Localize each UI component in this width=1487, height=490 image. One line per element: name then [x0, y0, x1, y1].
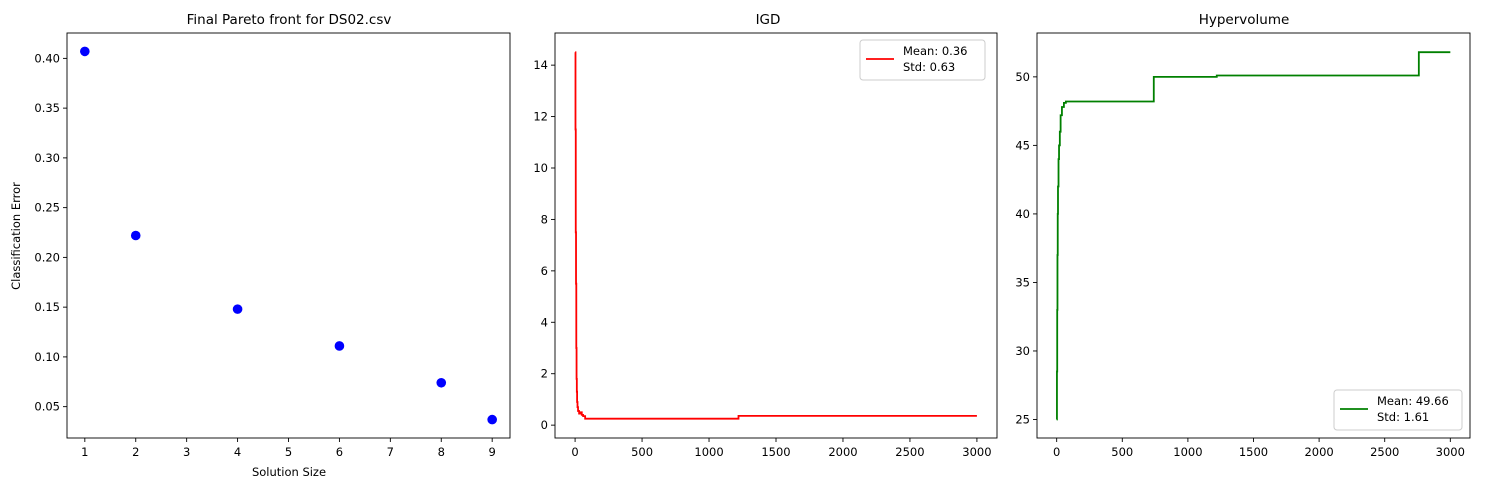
pareto-front-xtick-label: 2: [132, 445, 139, 459]
pareto-front-ytick-label: 0.35: [34, 101, 60, 115]
pareto-front-ytick-label: 0.05: [34, 400, 60, 414]
hypervolume-xtick-label: 2000: [1304, 445, 1333, 459]
igd-ytick-label: 12: [533, 110, 548, 124]
hypervolume-xtick-label: 500: [1111, 445, 1133, 459]
igd-axes-frame: [554, 32, 998, 439]
pareto-front-xlabel: Solution Size: [252, 465, 326, 479]
pareto-front-ytick-label: 0.10: [34, 350, 60, 364]
pareto-front-xtick-label: 3: [183, 445, 190, 459]
pareto-front-xtick-label: 6: [336, 445, 343, 459]
pareto-front-point: [436, 377, 447, 388]
igd-legend: Mean: 0.36 Std: 0.63: [859, 39, 986, 81]
pareto-front-point: [232, 304, 243, 314]
pareto-front-xtick-label: 5: [285, 445, 292, 459]
hypervolume-xtick-label: 3000: [1436, 445, 1465, 459]
igd-xtick-label: 500: [631, 445, 653, 459]
igd-legend-std: Std: 0.63: [903, 60, 955, 74]
hypervolume-legend: Mean: 49.66 Std: 1.61: [1333, 389, 1463, 431]
hypervolume-ticks: 0 500 1000 1500 2000 2500 3000 25 30 35 40 45 50: [1015, 70, 1465, 459]
igd-line: [574, 51, 977, 420]
igd-ytick-label: 14: [533, 58, 548, 72]
pareto-front-points: [80, 46, 497, 425]
pareto-front-point: [130, 230, 141, 241]
igd-ticks: 0 500 1000 1500 2000 2500 3000 0 2 4 6 8 10 12 14: [533, 58, 991, 459]
igd-xtick-label: 2500: [895, 445, 924, 459]
hypervolume-legend-mean: Mean: 49.66: [1377, 394, 1449, 408]
igd-ytick-label: 6: [541, 264, 548, 278]
hypervolume-xtick-label: 2500: [1370, 445, 1399, 459]
pareto-front-ytick-label: 0.15: [34, 300, 60, 314]
pareto-front-axes-frame: [66, 32, 511, 439]
hypervolume-xtick-label: 1500: [1239, 445, 1268, 459]
pareto-front-point: [334, 341, 345, 351]
hypervolume-series-line: [1056, 51, 1451, 421]
pareto-front-ytick-label: 0.30: [34, 151, 60, 165]
hypervolume-panel: Hypervolume 0 500 1000 1500 2000 2500 3000 25 30…: [1015, 12, 1471, 459]
igd-xtick-label: 0: [571, 445, 578, 459]
hypervolume-axes-frame: [1036, 32, 1471, 439]
pareto-front-ytick-label: 0.25: [34, 201, 60, 215]
igd-xtick-label: 1000: [694, 445, 723, 459]
hypervolume-ytick-label: 45: [1015, 138, 1030, 152]
igd-legend-mean: Mean: 0.36: [903, 44, 967, 58]
hypervolume-xtick-label: 1000: [1173, 445, 1202, 459]
igd-legend-frame: [859, 39, 986, 81]
igd-title: IGD: [756, 12, 781, 28]
igd-ytick-label: 10: [533, 161, 548, 175]
igd-series-line: [574, 51, 977, 420]
igd-ytick-label: 4: [541, 315, 548, 329]
pareto-front-title: Final Pareto front for DS02.csv: [187, 12, 392, 28]
pareto-front-ytick-label: 0.20: [34, 250, 60, 264]
hypervolume-ytick-label: 40: [1015, 207, 1030, 221]
pareto-front-ticks: 1 2 3 4 5 6 7 8 9 0.05 0.10 0.15 0.20 0.25 0.30 0.35 0.4…: [34, 51, 495, 459]
igd-xtick-label: 1500: [761, 445, 790, 459]
pareto-front-xtick-label: 4: [234, 445, 241, 459]
igd-ytick-label: 8: [541, 212, 548, 226]
igd-panel: IGD 0 500 1000 1500 2000 2500 300002468101214 …: [533, 12, 998, 459]
hypervolume-xtick-label: 0: [1053, 445, 1060, 459]
igd-ytick-label: 0: [541, 418, 548, 432]
pareto-front-xtick-label: 7: [387, 445, 394, 459]
hypervolume-legend-std: Std: 1.61: [1377, 410, 1429, 424]
igd-xtick-label: 2000: [828, 445, 857, 459]
pareto-front-xtick-label: 1: [81, 445, 88, 459]
igd-xtick-label: 3000: [962, 445, 991, 459]
pareto-front-panel: Final Pareto front for DS02.csv Solution…: [9, 12, 511, 479]
hypervolume-title: Hypervolume: [1199, 12, 1290, 28]
hypervolume-line: [1056, 51, 1451, 421]
pareto-front-ylabel: Classification Error: [9, 182, 23, 290]
pareto-front-point: [487, 414, 497, 425]
pareto-front-ytick-label: 0.40: [34, 51, 60, 65]
hypervolume-legend-frame: [1333, 389, 1463, 431]
hypervolume-ytick-label: 30: [1015, 344, 1030, 358]
pareto-front-xtick-label: 8: [438, 445, 445, 459]
hypervolume-ytick-label: 25: [1015, 412, 1030, 426]
hypervolume-ytick-label: 35: [1015, 275, 1030, 289]
pareto-front-xtick-label: 9: [489, 445, 496, 459]
pareto-front-point: [80, 46, 90, 57]
hypervolume-ytick-label: 50: [1015, 70, 1030, 84]
igd-ytick-label: 2: [541, 367, 548, 381]
